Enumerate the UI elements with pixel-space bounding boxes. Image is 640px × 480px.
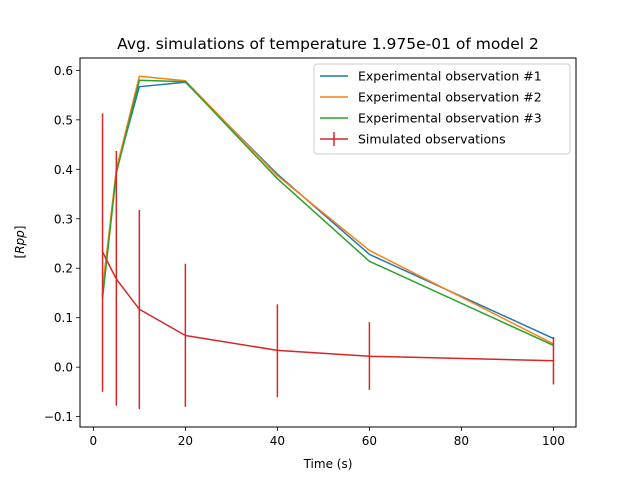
legend-label-1: Experimental observation #1	[358, 69, 542, 84]
axes: 0 20 40 60 80 100 −0.1 0.0 0.1 0.2 0.3 0.4 0.5 0.6	[44, 57, 577, 448]
y-tick-label-4: 0.2	[54, 262, 73, 276]
y-tick-label-2: 0.0	[54, 361, 73, 375]
chart-title: Avg. simulations of temperature 1.975e-0…	[117, 35, 539, 53]
legend-label-3: Experimental observation #3	[358, 111, 542, 126]
x-axis-label: Time (s)	[303, 457, 353, 471]
x-tick-label-5: 80	[454, 434, 469, 448]
x-tick-label-4: 60	[362, 434, 377, 448]
legend-label-2: Experimental observation #2	[358, 90, 542, 105]
y-tick-label-1: −0.1	[44, 410, 73, 424]
x-tick-label-1: 0	[90, 434, 98, 448]
y-axis-label-close: ]	[13, 226, 27, 231]
axes-frame	[79, 57, 577, 428]
y-axis-label-variable: Rpp	[13, 230, 27, 254]
y-axis-label-open: [	[13, 254, 27, 259]
legend-box	[313, 63, 571, 155]
y-axis-label: [Rpp]	[13, 226, 27, 259]
y-tick-label-6: 0.4	[54, 163, 73, 177]
legend-label-4: Simulated observations	[358, 132, 506, 147]
y-tick-label-3: 0.1	[54, 311, 73, 325]
series-4-line	[101, 250, 555, 362]
plot-area	[101, 75, 555, 410]
x-tick-label-6: 100	[542, 434, 565, 448]
y-tick-label-5: 0.3	[54, 212, 73, 226]
x-tick-label-2: 20	[178, 434, 193, 448]
y-tick-label-7: 0.5	[54, 113, 73, 127]
y-tick-label-8: 0.6	[54, 64, 73, 78]
x-tick-label-3: 40	[270, 434, 285, 448]
legend: Experimental observation #1 Experimental …	[313, 63, 571, 155]
